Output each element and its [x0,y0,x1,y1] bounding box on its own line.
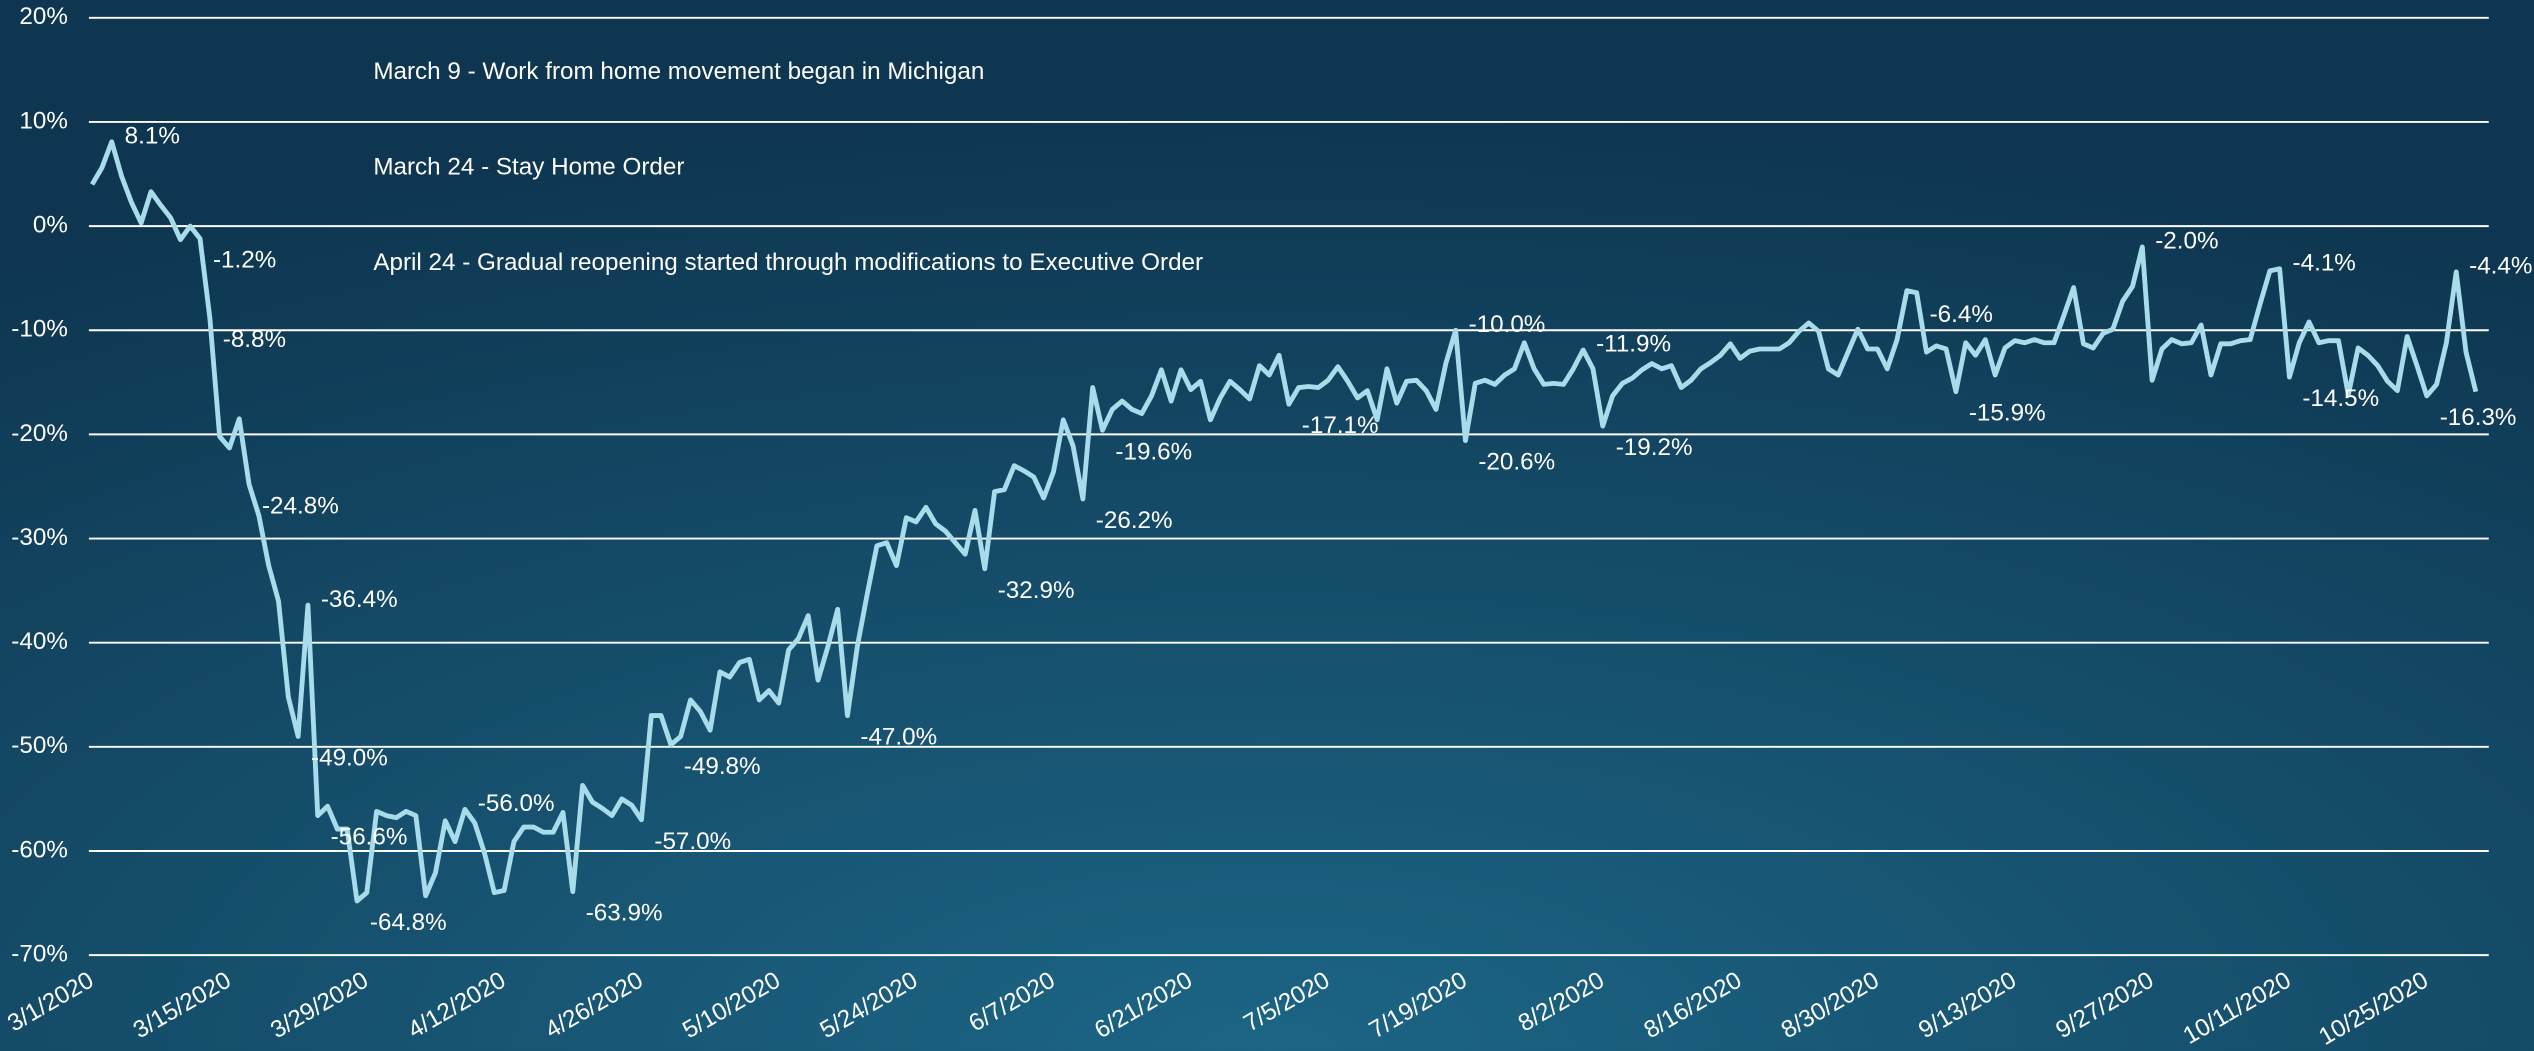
y-tick-label: -50% [11,732,68,759]
y-tick-label: -70% [11,941,68,968]
annotation: March 9 - Work from home movement began … [373,58,984,85]
y-tick-label: -20% [11,420,68,447]
data-label: -16.3% [2440,404,2517,431]
data-label: -49.8% [684,753,761,780]
data-label: -49.0% [311,744,388,771]
annotation: April 24 - Gradual reopening started thr… [373,249,1203,276]
data-label: -56.0% [478,790,555,817]
data-label: -14.5% [2302,385,2379,412]
data-label: -24.8% [262,492,339,519]
data-label: -56.6% [331,824,408,851]
annotation: March 24 - Stay Home Order [373,154,684,181]
data-label: -63.9% [586,900,663,927]
data-label: 8.1% [125,122,180,149]
y-tick-label: -10% [11,316,68,343]
data-label: -57.0% [654,828,731,855]
data-label: -19.6% [1115,438,1192,465]
data-label: -47.0% [860,724,937,751]
data-label: -10.0% [1469,311,1546,338]
data-label: -15.9% [1969,400,2046,427]
data-label: -17.1% [1302,412,1379,439]
y-tick-label: 10% [19,107,68,134]
y-tick-label: -60% [11,836,68,863]
data-label: -6.4% [1930,301,1993,328]
y-tick-label: -30% [11,524,68,551]
y-tick-label: -40% [11,628,68,655]
data-label: -20.6% [1478,449,1555,476]
data-label: -4.1% [2293,249,2356,276]
data-label: -64.8% [370,909,447,936]
data-label: -11.9% [1596,331,1671,358]
data-label: -2.0% [2155,227,2218,254]
data-label: -8.8% [223,326,286,353]
y-tick-label: 0% [33,212,68,239]
data-label: -26.2% [1096,507,1173,534]
data-label: -19.2% [1616,434,1693,461]
data-label: -36.4% [321,586,398,613]
y-tick-label: 20% [19,3,68,30]
data-line [90,139,2479,904]
data-label: -32.9% [998,577,1075,604]
data-label: -1.2% [213,247,276,274]
data-label: -4.4% [2469,252,2532,279]
